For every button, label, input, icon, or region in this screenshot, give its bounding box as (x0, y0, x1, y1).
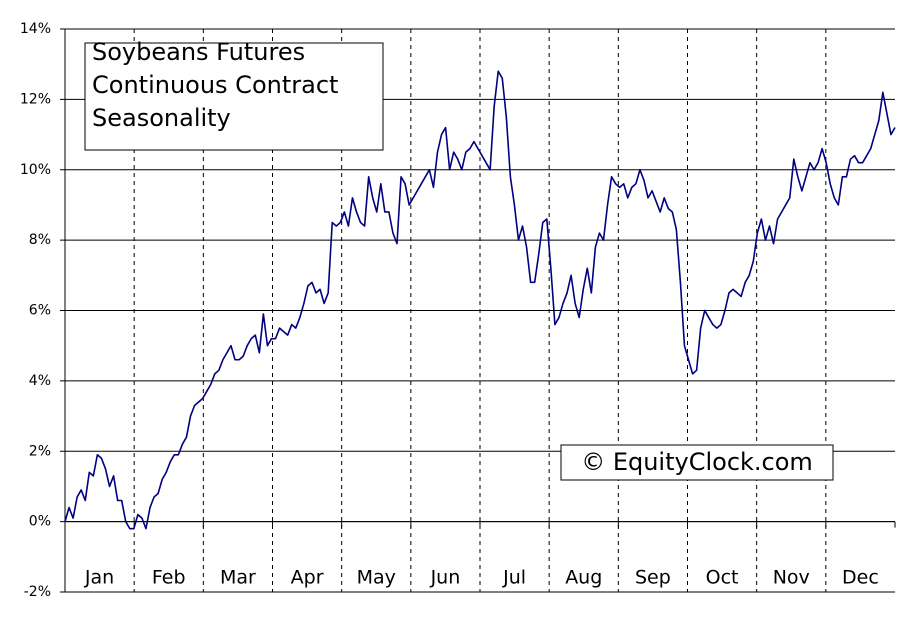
x-tick-label: May (357, 567, 396, 589)
watermark: © EquityClock.com (581, 448, 813, 476)
x-tick-label: Sep (635, 567, 671, 589)
title-box (84, 42, 384, 151)
x-tick-label: Nov (773, 567, 810, 589)
x-tick-label: Aug (565, 567, 602, 589)
x-tick-label: Dec (842, 567, 879, 589)
x-tick-label: Jan (84, 567, 114, 589)
y-tick-label: 0% (29, 514, 51, 530)
y-tick-label: 12% (20, 91, 51, 107)
x-tick-label: Mar (220, 567, 256, 589)
x-tick-label: Oct (706, 567, 739, 589)
chart-title: Soybeans Futures Continuous Contract Seaso… (92, 38, 338, 132)
y-tick-label: 4% (29, 373, 51, 389)
x-tick-label: Jun (430, 567, 461, 589)
marks (64, 70, 896, 530)
y-tick-label: 8% (29, 232, 51, 248)
x-tick-label: Feb (152, 567, 186, 589)
y-tick-label: 14% (20, 21, 51, 37)
x-tick-label: Jul (502, 567, 526, 589)
y-tick-label: 2% (29, 443, 51, 459)
x-tick-label: Apr (291, 567, 324, 589)
watermark-box (560, 444, 834, 481)
y-tick-label: -2% (24, 584, 51, 600)
series-line (64, 70, 896, 530)
y-tick-label: 10% (20, 162, 51, 178)
y-tick-label: 6% (29, 303, 51, 319)
